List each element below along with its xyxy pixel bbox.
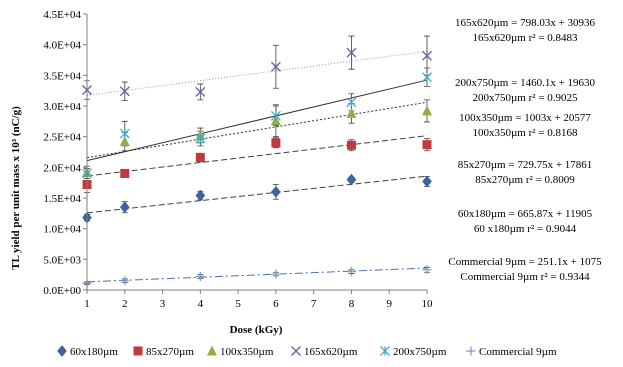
- data-point: [346, 173, 357, 186]
- data-point: [380, 346, 390, 356]
- x-axis-ticks: 1 2 3 4 5 6 7 8 9 10: [84, 290, 433, 310]
- data-point: [119, 201, 130, 214]
- y-tick-label: 5.0E+03: [43, 254, 81, 266]
- data-point: [346, 267, 356, 277]
- trendline-equation: 165x620µm = 798.03x + 30936: [455, 17, 596, 29]
- data-point: [271, 138, 281, 148]
- data-point: [422, 175, 432, 188]
- r-squared-label: 60 x180µm r² = 0.9044: [474, 223, 577, 235]
- data-point: [270, 61, 281, 72]
- trendline-equations: 60x180µm = 665.87x + 11905 60 x180µm r² =…: [448, 17, 602, 283]
- legend-entry-label: 100x350µm: [220, 346, 274, 358]
- x-tick-label: 10: [422, 298, 434, 310]
- data-markers: [82, 47, 432, 288]
- x-tick-label: 1: [84, 298, 90, 310]
- legend-entry-label: 60x180µm: [70, 346, 118, 358]
- data-point: [195, 272, 205, 282]
- data-point: [207, 345, 217, 356]
- data-point: [271, 185, 281, 198]
- x-tick-label: 6: [273, 298, 279, 310]
- trendline-equation: 60x180µm = 665.87x + 11905: [458, 208, 593, 220]
- data-point: [195, 153, 205, 163]
- y-tick-label: 2.5E+04: [43, 132, 81, 144]
- trendline: [86, 135, 428, 177]
- trendline-equation: 100x350µm = 1003x + 20577: [459, 112, 591, 124]
- r-squared-label: 85x270µm r² = 0.8009: [475, 174, 575, 186]
- y-axis-title: TL yield per unit mass x 10³ (nC/g): [10, 106, 22, 270]
- data-point: [119, 86, 130, 97]
- y-tick-label: 4.0E+04: [43, 40, 81, 52]
- data-point: [466, 346, 476, 356]
- data-point: [119, 136, 130, 147]
- r-squared-label: 100x350µm r² = 0.8168: [472, 127, 578, 139]
- y-tick-label: 3.5E+04: [43, 70, 81, 82]
- data-point: [346, 140, 356, 150]
- data-point: [346, 107, 357, 118]
- legend-entry-label: Commercial 9µm: [479, 346, 557, 358]
- y-tick-label: 1.0E+04: [43, 224, 81, 236]
- legend-entry-label: 200x750µm: [393, 346, 447, 358]
- data-point: [346, 47, 357, 58]
- x-tick-label: 8: [349, 298, 355, 310]
- data-point: [120, 168, 130, 178]
- data-point: [119, 128, 130, 139]
- data-point: [271, 269, 281, 279]
- data-point: [422, 140, 432, 150]
- y-tick-label: 3.0E+04: [43, 101, 81, 113]
- trendlines: [86, 50, 428, 283]
- data-point: [422, 105, 432, 116]
- data-point: [57, 345, 67, 357]
- data-point: [422, 265, 432, 275]
- x-tick-label: 9: [386, 298, 392, 310]
- x-tick-label: 4: [198, 298, 204, 310]
- legend-entry-label: 85x270µm: [146, 346, 194, 358]
- data-point: [270, 110, 281, 121]
- data-point: [133, 346, 143, 356]
- y-tick-label: 0.0E+00: [43, 285, 81, 297]
- trendline: [86, 50, 428, 96]
- legend: 60x180µm 85x270µm 100x350µm 165x620µm 200x75…: [57, 345, 557, 358]
- trendline: [86, 101, 428, 159]
- x-tick-label: 7: [311, 298, 317, 310]
- y-tick-label: 1.5E+04: [43, 193, 81, 205]
- trendline: [86, 79, 428, 162]
- y-tick-label: 2.0E+04: [43, 162, 81, 174]
- data-point: [195, 86, 206, 97]
- trendline-equation: Commercial 9µm = 251.1x + 1075: [448, 256, 602, 268]
- data-point: [346, 97, 357, 108]
- r-squared-label: 165x620µm r² = 0.8483: [472, 32, 578, 44]
- trendline: [86, 175, 428, 214]
- x-axis-title: Dose (kGy): [230, 324, 283, 336]
- x-tick-label: 2: [122, 298, 128, 310]
- trendline-equation: 85x270µm = 729.75x + 17861: [458, 159, 593, 171]
- y-axis-ticks: 0.0E+00 5.0E+03 1.0E+04 1.5E+04 2.0E+04 2.5E+…: [43, 9, 87, 297]
- trendline-equation: 200x750µm = 1460.1x + 19630: [455, 77, 596, 89]
- data-point: [195, 189, 206, 202]
- data-point: [422, 50, 432, 61]
- data-point: [120, 276, 130, 286]
- y-tick-label: 4.5E+04: [43, 9, 81, 21]
- data-point: [195, 133, 206, 144]
- r-squared-label: 200x750µm r² = 0.9025: [472, 92, 578, 104]
- x-tick-label: 5: [235, 298, 241, 310]
- r-squared-label: Commercial 9µm r² = 0.9344: [460, 271, 590, 283]
- legend-entry-label: 165x620µm: [304, 346, 358, 358]
- trendline: [86, 267, 428, 283]
- data-point: [291, 346, 301, 356]
- data-point: [422, 72, 432, 83]
- x-tick-label: 3: [160, 298, 166, 310]
